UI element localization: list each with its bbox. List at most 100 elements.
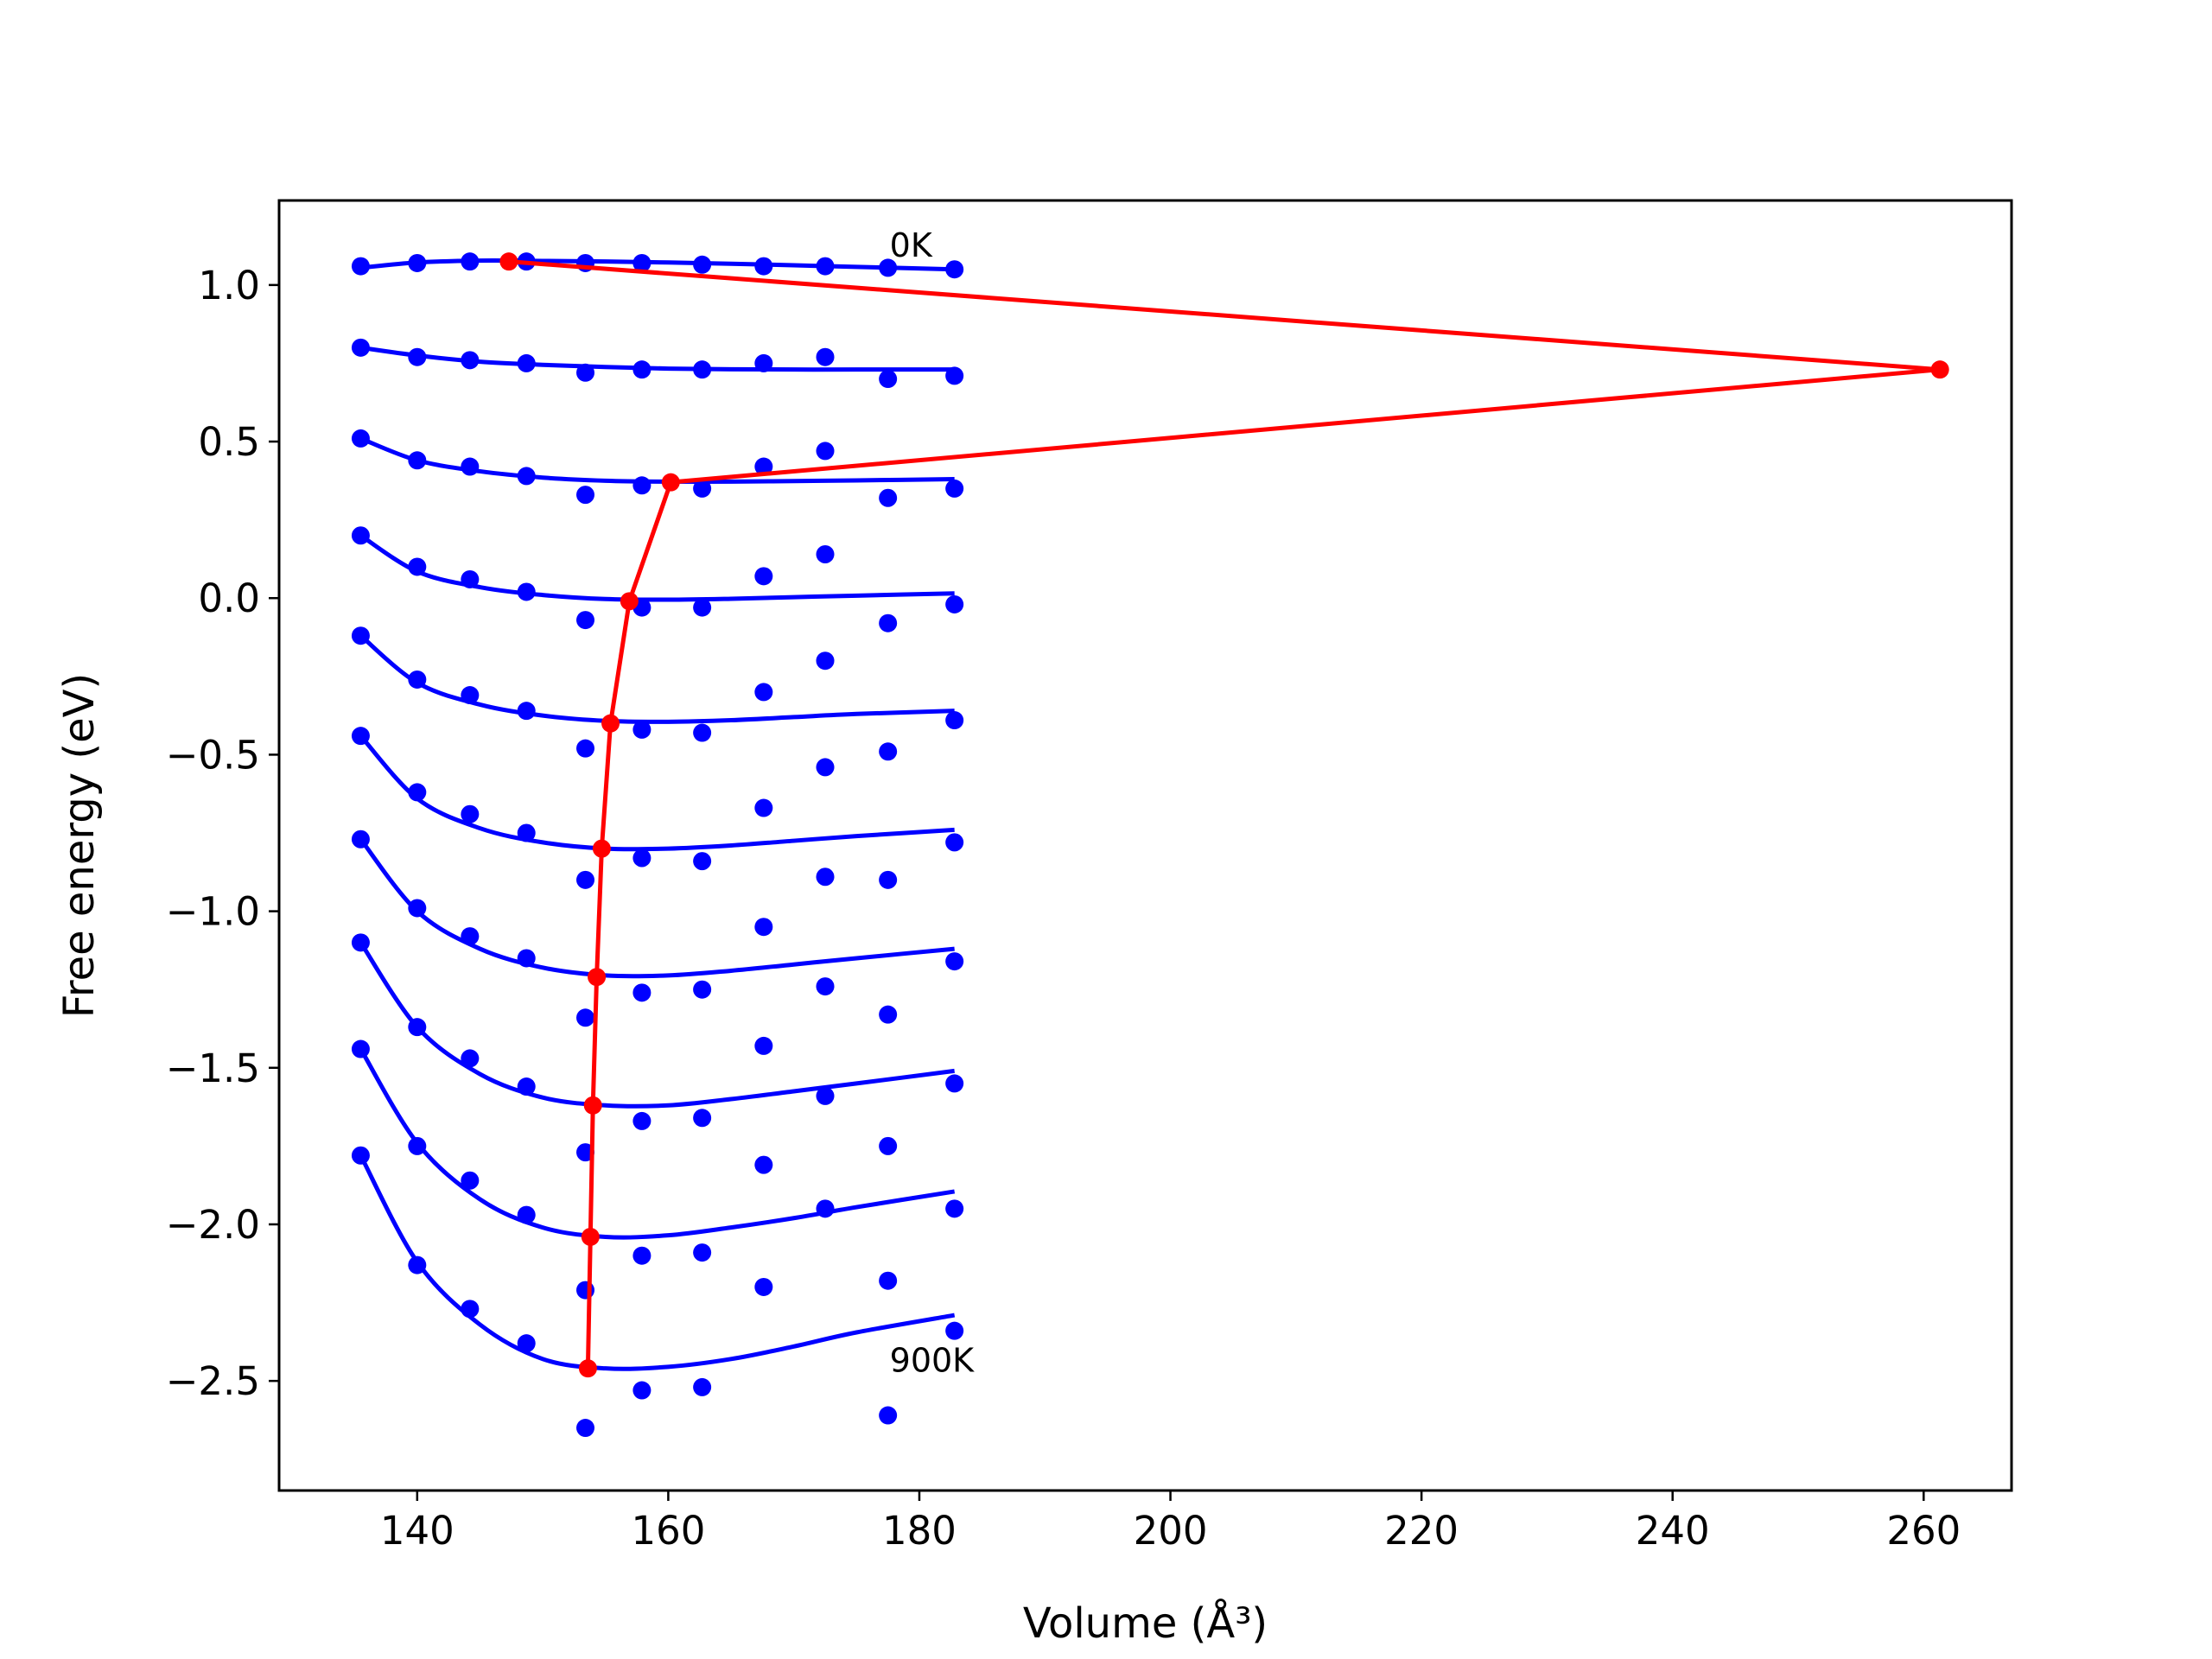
- data-point-s2-4: [576, 486, 595, 505]
- data-point-s4-2: [461, 686, 480, 705]
- data-point-s6-9: [879, 1005, 898, 1024]
- data-point-s5-10: [945, 833, 964, 852]
- data-point-s8-2: [461, 1171, 480, 1190]
- x-axis-title: Volume (Å³): [1023, 1599, 1268, 1648]
- data-point-s6-0: [351, 830, 370, 849]
- fit-curve-9: [359, 1154, 956, 1371]
- data-point-s4-0: [351, 626, 370, 645]
- y-tick-label: −2.5: [166, 1358, 260, 1404]
- x-tick-label: 220: [1384, 1508, 1459, 1554]
- data-point-s4-5: [632, 720, 652, 739]
- data-point-s5-1: [408, 783, 427, 802]
- fit-curve-7: [359, 941, 955, 1109]
- data-marks: [351, 252, 1949, 1438]
- data-point-s4-3: [517, 702, 536, 721]
- equilibrium-point-0: [499, 252, 518, 271]
- data-point-s6-6: [693, 980, 712, 999]
- data-point-s6-10: [945, 952, 964, 971]
- equilibrium-path-line: [508, 259, 1942, 1369]
- data-point-s8-0: [351, 1039, 370, 1058]
- equilibrium-point-7: [583, 1096, 602, 1115]
- y-tick-label: 0.5: [198, 419, 260, 465]
- equilibrium-point-3: [620, 592, 639, 611]
- fit-curve-5: [359, 734, 955, 852]
- data-point-s6-4: [576, 1008, 595, 1027]
- data-point-s7-8: [816, 977, 835, 996]
- y-tick-label: 0.0: [198, 575, 260, 621]
- data-point-s1-4: [576, 363, 595, 382]
- data-point-s9-2: [461, 1300, 480, 1319]
- plot-background: [279, 200, 2012, 1491]
- data-point-s4-9: [879, 742, 898, 761]
- equilibrium-point-4: [601, 714, 620, 733]
- data-point-s7-10: [945, 1074, 964, 1093]
- data-point-s9-1: [408, 1255, 427, 1274]
- data-point-s4-4: [576, 739, 595, 758]
- data-point-s5-4: [576, 870, 595, 889]
- data-point-s2-10: [945, 479, 964, 498]
- labels: 140 160 180 200 220 240 260 1.0 0.5 0.0 −0.5 −1.0 −1…: [55, 226, 1961, 1648]
- data-point-s8-3: [517, 1205, 536, 1224]
- equilibrium-point-1: [1930, 360, 1949, 379]
- data-point-s4-6: [693, 723, 712, 742]
- data-point-s2-5: [632, 476, 652, 495]
- data-point-s7-3: [517, 1077, 536, 1096]
- x-tick-label: 200: [1134, 1508, 1208, 1554]
- data-point-s7-7: [754, 1036, 773, 1055]
- plot-area: [279, 200, 2012, 1491]
- data-point-s4-10: [945, 711, 964, 730]
- data-point-s2-2: [461, 457, 480, 476]
- equilibrium-point-6: [588, 968, 607, 987]
- data-point-s2-8: [816, 442, 835, 461]
- data-point-s9-5: [632, 1381, 652, 1400]
- data-point-s2-3: [517, 467, 536, 486]
- data-point-s1-0: [351, 338, 370, 357]
- data-point-s3-3: [517, 582, 536, 601]
- data-point-s2-7: [754, 457, 773, 476]
- data-point-s1-2: [461, 351, 480, 370]
- data-point-s1-8: [816, 347, 835, 366]
- equilibrium-point-9: [578, 1359, 597, 1378]
- equilibrium-point-8: [581, 1227, 600, 1246]
- fit-curve-6: [359, 837, 955, 979]
- data-point-s8-10: [945, 1199, 964, 1218]
- data-point-s9-7: [754, 1277, 773, 1296]
- data-point-s0-7: [754, 257, 773, 276]
- data-point-s1-7: [754, 353, 773, 372]
- data-point-s3-2: [461, 569, 480, 588]
- annotation-1: 900K: [890, 1341, 976, 1379]
- data-point-s2-6: [693, 479, 712, 498]
- data-point-s3-9: [879, 613, 898, 632]
- x-tick-label: 160: [631, 1508, 705, 1554]
- data-point-s4-1: [408, 670, 427, 689]
- data-point-s0-8: [816, 257, 835, 276]
- x-axis-title-unit: (Å³): [1191, 1599, 1268, 1648]
- data-point-s7-9: [879, 1136, 898, 1155]
- data-point-s3-0: [351, 526, 370, 545]
- data-point-s6-7: [754, 918, 773, 937]
- data-point-s1-9: [879, 370, 898, 389]
- y-tick-label: −1.5: [166, 1046, 260, 1091]
- data-point-s9-4: [576, 1419, 595, 1438]
- data-point-s7-0: [351, 933, 370, 952]
- data-point-s9-9: [879, 1406, 898, 1425]
- data-point-s1-1: [408, 347, 427, 366]
- data-point-s0-2: [461, 252, 480, 271]
- data-point-s6-8: [816, 868, 835, 887]
- data-point-s8-1: [408, 1136, 427, 1155]
- x-tick-label: 240: [1636, 1508, 1710, 1554]
- data-point-s1-6: [693, 360, 712, 379]
- data-point-s9-3: [517, 1334, 536, 1353]
- y-tick-label: −1.0: [166, 889, 260, 935]
- data-point-s0-0: [351, 257, 370, 276]
- data-point-s5-9: [879, 870, 898, 889]
- data-point-s9-8: [816, 1199, 835, 1218]
- data-point-s8-9: [879, 1271, 898, 1290]
- data-point-s8-8: [816, 1086, 835, 1105]
- data-point-s6-3: [517, 949, 536, 968]
- data-point-s5-6: [693, 852, 712, 871]
- data-point-s3-10: [945, 594, 964, 613]
- data-point-s0-1: [408, 253, 427, 272]
- data-point-s5-5: [632, 849, 652, 868]
- data-point-s1-3: [517, 353, 536, 372]
